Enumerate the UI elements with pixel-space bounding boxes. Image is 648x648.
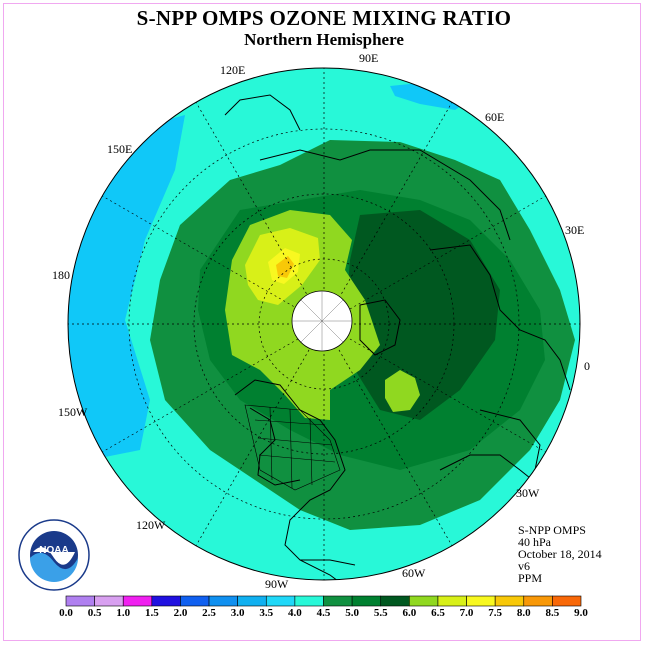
graticule — [68, 68, 580, 580]
north-america-coast — [234, 379, 351, 580]
page-frame — [3, 3, 641, 641]
colorbar-box — [466, 595, 496, 607]
colorbar-box — [65, 595, 95, 607]
colorbar-tick-label: 5.0 — [345, 607, 359, 619]
info-date: October 18, 2014 — [518, 547, 602, 561]
info-units: PPM — [518, 571, 543, 585]
colorbar-tick-label: 0.0 — [59, 607, 73, 619]
contour-7.0-7.5 — [276, 256, 294, 278]
info-version: v6 — [518, 559, 530, 573]
colorbar-tick-label: 4.5 — [316, 607, 331, 619]
colorbar-box — [180, 595, 210, 607]
lon-label-0: 0 — [584, 359, 590, 373]
greenland — [359, 299, 401, 356]
info-pressure: 40 hPa — [518, 535, 551, 549]
colorbar-box — [351, 595, 382, 607]
colorbar-tick-label: 5.5 — [373, 607, 388, 619]
lon-label-90w: 90W — [265, 577, 289, 591]
colorbar-box — [294, 595, 324, 607]
polar-cap-lines — [292, 291, 352, 351]
colorbar-box — [237, 595, 267, 607]
colorbar-tick-label: 0.5 — [87, 607, 102, 619]
colorbar-box — [552, 595, 582, 607]
coastlines — [224, 94, 571, 580]
east-asia-coast — [224, 94, 301, 131]
lon-label-60w: 60W — [402, 566, 426, 580]
colorbar-tick-label: 8.0 — [516, 607, 531, 619]
info-block: S-NPP OMPS 40 hPa October 18, 2014 v6 PP… — [518, 524, 602, 584]
colorbar-box — [494, 595, 525, 607]
colorbar-tick-label: 7.5 — [488, 607, 503, 619]
noaa-logo: NOAA — [18, 519, 90, 591]
caribbean — [300, 559, 356, 566]
colorbar-tick-label: 2.0 — [173, 607, 188, 619]
lon-label-30e: 30E — [565, 223, 585, 237]
lon-label-180: 180 — [52, 268, 70, 282]
map-subtitle: Northern Hemisphere — [244, 30, 404, 49]
map-title: S-NPP OMPS OZONE MIXING RATIO — [136, 6, 512, 30]
colorbar-tick-label: 6.0 — [402, 607, 417, 619]
lon-label-60e: 60E — [485, 110, 505, 124]
lon-label-150e: 150E — [107, 142, 133, 156]
iberia-coast — [479, 409, 541, 471]
contour-5.5-6.0-east — [385, 370, 420, 412]
colorbar-box — [323, 595, 353, 607]
map-boundary — [67, 67, 581, 581]
europe-coast — [429, 244, 571, 391]
colorbar-tick-label: 4.0 — [288, 607, 302, 619]
colorbar-box — [409, 595, 439, 607]
colorbar-box — [122, 595, 153, 607]
colorbar-box — [380, 595, 410, 607]
logo-text: NOAA — [39, 545, 68, 556]
colorbar-tick-label: 1.5 — [144, 607, 159, 619]
lon-label-120e: 120E — [220, 63, 246, 77]
colorbar-tick-label: 1.0 — [116, 607, 131, 619]
colorbar-tick-label: 2.5 — [202, 607, 216, 619]
lon-label-150w: 150W — [58, 405, 88, 419]
contour-3.0-3.5-north — [390, 82, 470, 110]
colorbar-tick-label: 6.5 — [431, 607, 445, 619]
us-states-grid — [244, 404, 341, 491]
colorbar-box — [151, 595, 181, 607]
colorbar-tick-label: 7.0 — [459, 607, 474, 619]
colorbar-box — [437, 595, 467, 607]
colorbar-tick-label: 8.5 — [545, 607, 560, 619]
colorbar-box — [94, 595, 124, 607]
info-instrument: S-NPP OMPS — [518, 523, 586, 537]
asia-coast — [259, 149, 511, 241]
colorbar-box — [208, 595, 238, 607]
contour-5.0-5.5 — [345, 210, 500, 420]
colorbar-box — [523, 595, 553, 607]
colorbar-tick-label: 3.0 — [230, 607, 245, 619]
lon-label-90e: 90E — [359, 51, 379, 65]
colorbar-tick-label: 3.5 — [259, 607, 274, 619]
colorbar-box — [265, 595, 296, 607]
colorbar-tick-label: 9.0 — [574, 607, 588, 619]
lon-label-30w: 30W — [516, 486, 540, 500]
lon-label-120w: 120W — [136, 518, 166, 532]
